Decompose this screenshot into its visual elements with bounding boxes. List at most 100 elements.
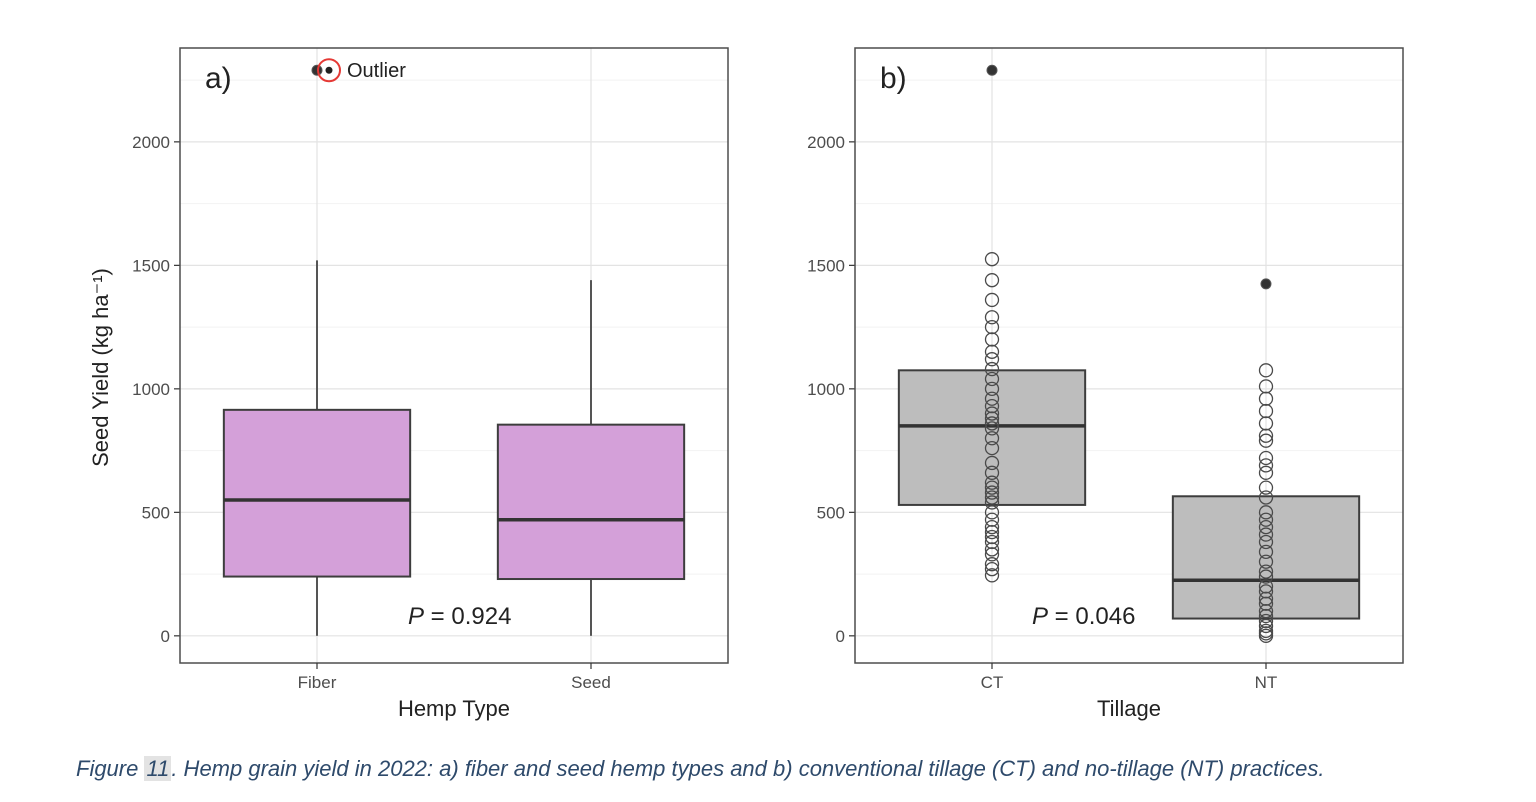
observation-point (1258, 428, 1274, 443)
panel-b-xtick-label: NT (1255, 673, 1278, 692)
panel-a-label: a) (205, 62, 232, 95)
observation-point (984, 332, 1000, 347)
observation-point (1258, 391, 1274, 406)
panel-a-y-axis-title: Seed Yield (kg ha⁻¹) (88, 268, 113, 467)
observation-point (1258, 569, 1274, 584)
panel-b-ytick-label: 1000 (807, 380, 845, 399)
panel-a-ytick-label: 2000 (132, 133, 170, 152)
caption-number: 11 (144, 756, 172, 781)
panel-b-border (854, 47, 1404, 664)
observation-point (984, 568, 1000, 583)
legend-marker-ring (317, 58, 341, 83)
observation-point (1258, 628, 1274, 643)
observation-point (984, 520, 1000, 535)
panel-a-x-axis-title: Hemp Type (398, 696, 510, 721)
observation-point (984, 344, 1000, 359)
caption-text: . Hemp grain yield in 2022: a) fiber and… (171, 756, 1325, 781)
panel-a-ytick-label: 1500 (132, 256, 170, 275)
observation-point (984, 542, 1000, 557)
panel-b-x-axis-title: Tillage (1097, 696, 1161, 721)
observation-point (1258, 379, 1274, 394)
observation-point (1258, 579, 1274, 594)
observation-point (1258, 512, 1274, 527)
observation-point (1258, 416, 1274, 431)
observation-point (1258, 465, 1274, 480)
observation-point (1258, 608, 1274, 624)
observation-point (984, 421, 1000, 436)
panel-a-box-fiber (222, 260, 412, 636)
panel-b-box-ct (897, 369, 1087, 506)
observation-point (1258, 458, 1274, 473)
observation-point (984, 398, 1000, 414)
observation-point (984, 431, 1000, 446)
observation-point (1258, 584, 1274, 599)
observation-point (984, 411, 1000, 426)
observation-point (984, 495, 1000, 510)
panel-a-box-seed (496, 280, 686, 636)
legend-marker-dot (325, 66, 333, 74)
observation-point (984, 547, 1000, 562)
legend-label: Outlier (347, 60, 406, 82)
observation-point (1258, 527, 1274, 542)
observation-point (1258, 450, 1274, 466)
outlier-point (986, 64, 998, 76)
observation-point (984, 561, 1000, 577)
observation-point (984, 455, 1000, 471)
observation-point (1258, 490, 1274, 505)
observation-point (1258, 363, 1274, 378)
outlier-point (1260, 278, 1272, 290)
observation-point (1258, 544, 1274, 560)
figure: 0 500 1000 1500 2000 Fiber Seed Hemp Type Seed Y… (88, 47, 1404, 721)
observation-point (984, 352, 1000, 367)
observation-point (984, 505, 1000, 520)
panel-b: 0 500 1000 1500 2000 CT NT Tillage b) P = 0.046 (807, 47, 1404, 721)
observation-point (984, 381, 1000, 396)
observation-point (984, 406, 1000, 421)
observation-point (984, 440, 1000, 456)
box-body (222, 408, 412, 578)
observation-point (984, 480, 1000, 495)
panel-b-p-value: P = 0.046 (1032, 603, 1135, 630)
panel-b-ytick-label: 500 (817, 503, 845, 522)
observation-point (1258, 433, 1274, 448)
observation-point (1258, 480, 1274, 495)
observation-point (1258, 534, 1274, 550)
observation-point (1258, 520, 1274, 535)
panel-a-ytick-label: 0 (161, 627, 170, 646)
observation-point (1258, 554, 1274, 569)
observation-point (1258, 603, 1274, 619)
figure-caption: Figure 11. Hemp grain yield in 2022: a) … (76, 756, 1516, 782)
panel-a-xtick-label: Fiber (298, 673, 337, 692)
panel-a-ytick-label: 1000 (132, 380, 170, 399)
box-body (496, 423, 686, 581)
panel-a-legend: Outlier (317, 58, 406, 83)
panel-a-p-value: P = 0.924 (408, 603, 511, 630)
observation-point (984, 490, 1000, 505)
observation-point (984, 416, 1000, 431)
observation-point (984, 391, 1000, 406)
caption-prefix: Figure (76, 756, 145, 781)
observation-point (984, 512, 1000, 527)
observation-point (984, 557, 1000, 572)
observation-point (984, 292, 1000, 308)
observation-point (984, 310, 1000, 325)
observation-point (1258, 403, 1274, 419)
panel-a: 0 500 1000 1500 2000 Fiber Seed Hemp Type Seed Y… (88, 47, 729, 721)
panel-a-xtick-label: Seed (571, 673, 611, 692)
observation-point (984, 252, 1000, 267)
observation-point (984, 465, 1000, 480)
observation-point (1258, 564, 1274, 579)
observation-point (1258, 613, 1274, 629)
panel-b-ytick-label: 1500 (807, 256, 845, 275)
observation-point (984, 529, 1000, 545)
observation-point (984, 475, 1000, 490)
observation-point (984, 273, 1000, 288)
observation-point (1258, 505, 1274, 520)
observation-point (1258, 591, 1274, 606)
panel-b-xtick-label: CT (981, 673, 1004, 692)
observation-point (1258, 596, 1274, 611)
panel-a-border (179, 47, 729, 664)
observation-point (984, 319, 1000, 335)
panel-b-ytick-label: 0 (836, 627, 845, 646)
box-body (1171, 495, 1361, 620)
